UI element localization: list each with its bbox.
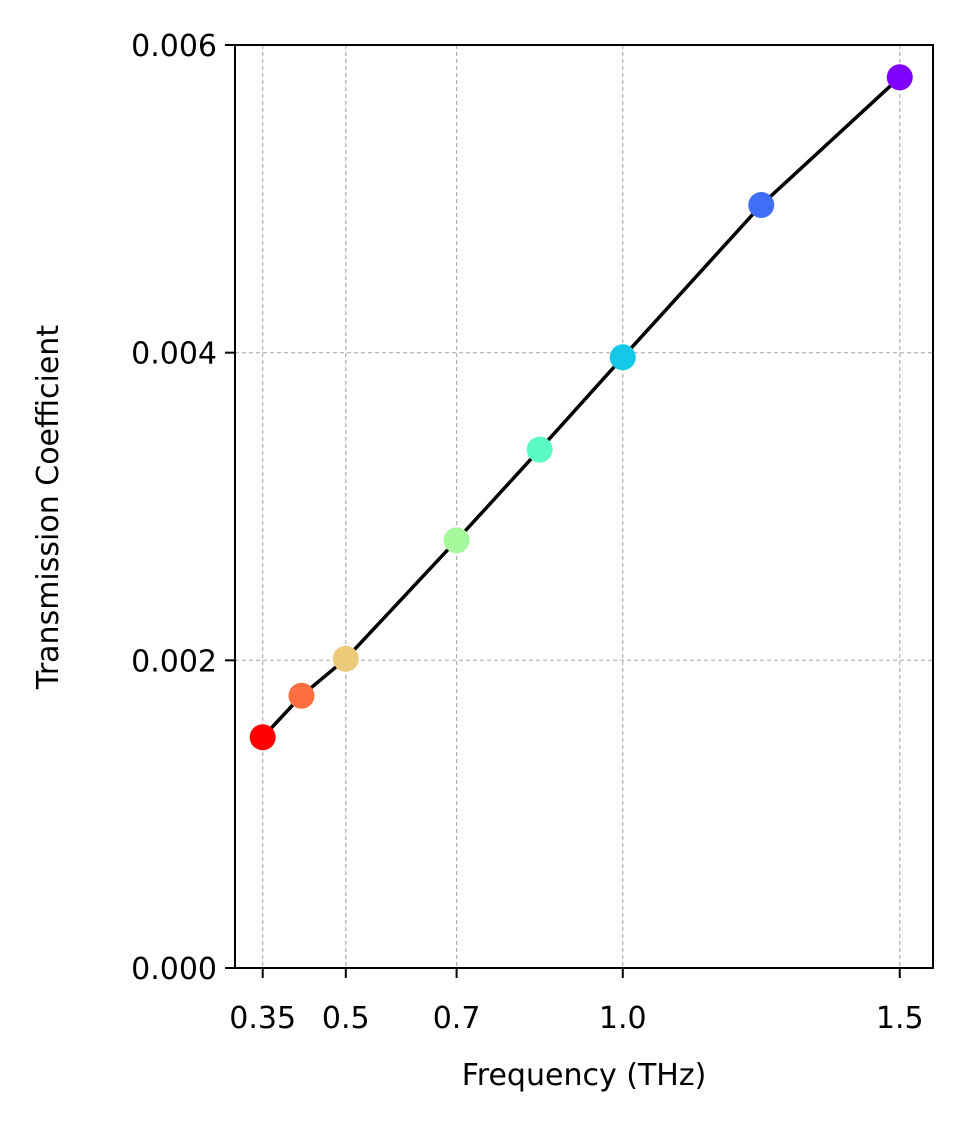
data-line [261,76,901,739]
x-tick-label: 0.7 [433,1001,481,1036]
data-markers [249,64,913,751]
grid-lines [235,44,933,969]
data-point [332,645,359,672]
x-tick-label: 0.35 [229,1001,296,1036]
data-point [748,191,775,218]
y-axis-label: Transmission Coefficient [31,325,66,690]
data-point [249,724,276,751]
x-tick-label: 1.0 [599,1001,647,1036]
y-tick-label: 0.002 [131,644,217,679]
x-tick-label: 1.5 [876,1001,924,1036]
data-point [443,527,470,554]
data-point [886,64,913,91]
y-axis-ticks: 0.000 0.002 0.004 0.006 [131,29,235,987]
data-point [288,682,315,709]
x-axis-ticks: 0.35 0.5 0.7 1.0 1.5 [229,968,924,1036]
plot-frame [234,44,934,969]
y-tick-label: 0.006 [131,29,217,64]
x-tick-label: 0.5 [322,1001,370,1036]
x-axis-label: Frequency (THz) [462,1058,707,1093]
data-point [526,436,553,463]
y-tick-label: 0.000 [131,952,217,987]
y-tick-label: 0.004 [131,337,217,372]
data-point [609,344,636,371]
series-line [261,76,901,739]
